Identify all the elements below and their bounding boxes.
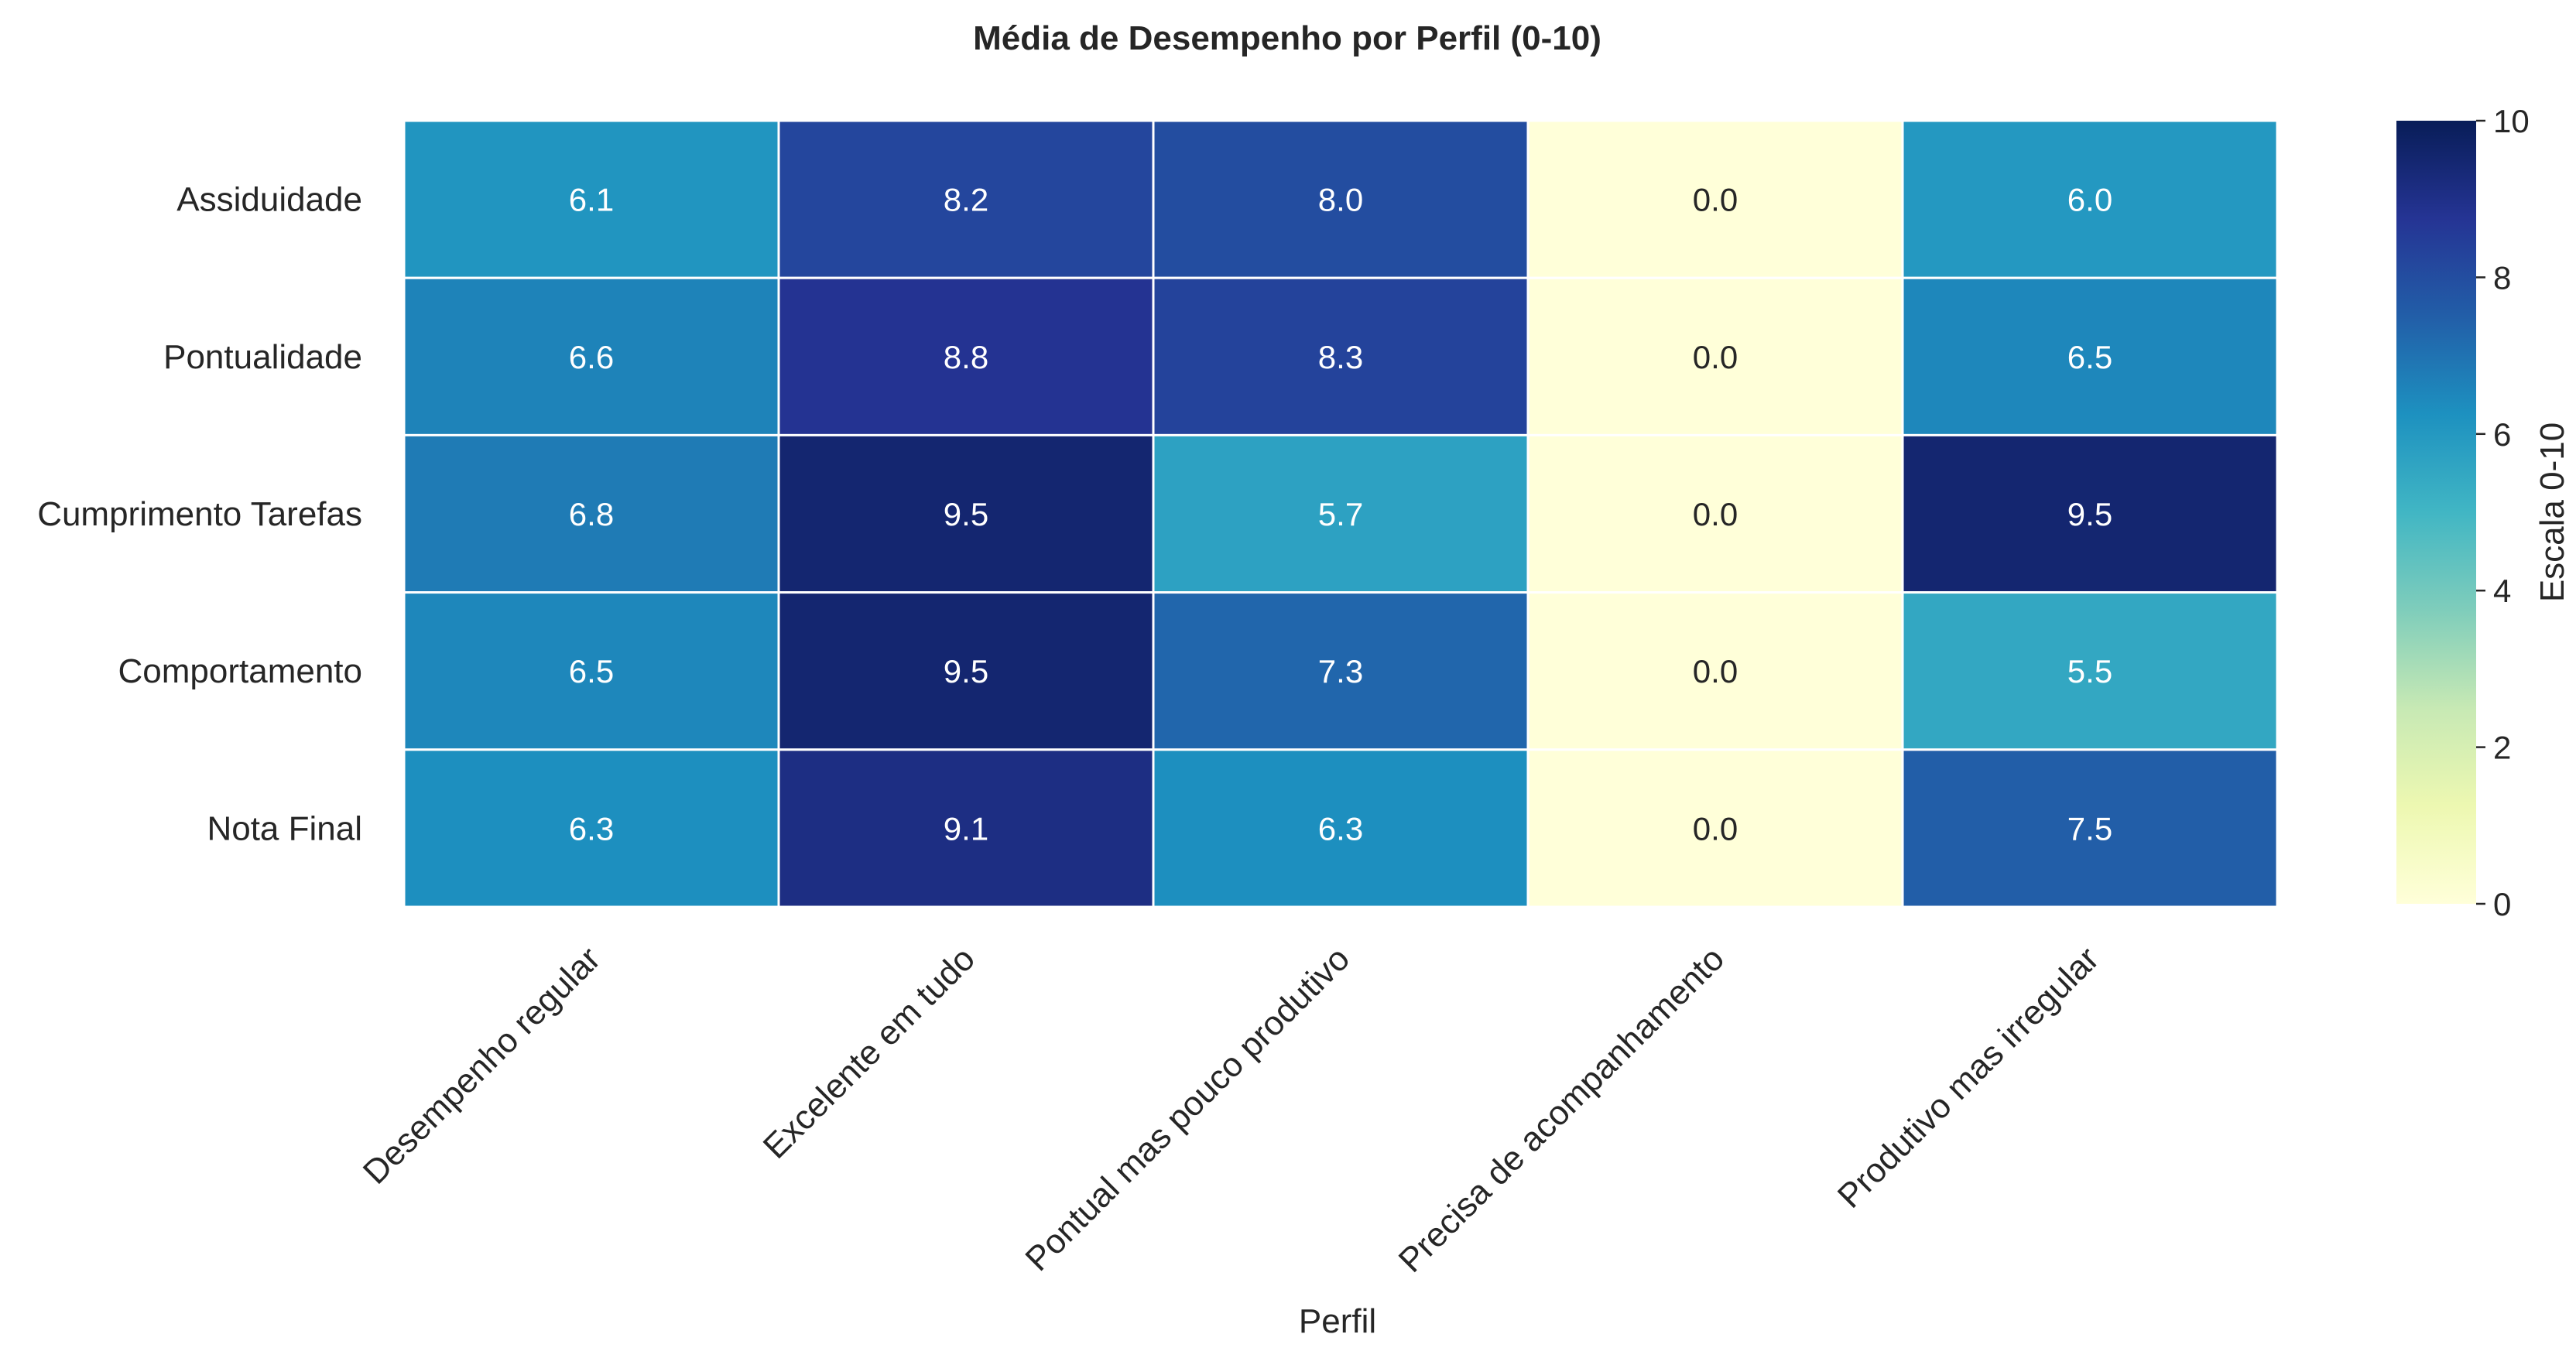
heatmap-cell: [1901, 433, 2279, 594]
colorbar-tick-label: 2: [2493, 730, 2511, 766]
x-tick-labels: Desempenho regular Excelente em tudo Pontu…: [356, 939, 2106, 1279]
x-tick-label: Excelente em tudo: [756, 939, 982, 1165]
heatmap-cell: [1901, 748, 2279, 908]
heatmap-cell: [402, 276, 780, 436]
colorbar-label: Escala 0-10: [2533, 422, 2571, 602]
heatmap-cell: [402, 119, 780, 279]
heatmap-cell: [402, 748, 780, 908]
heatmap-cell: [402, 591, 780, 751]
heatmap-cell: [1526, 119, 1904, 279]
x-tick-label: Pontual mas pouco produtivo: [1018, 939, 1357, 1278]
heatmap-cell: [777, 119, 1155, 279]
cell-value-label: 9.5: [944, 653, 988, 689]
cell-value-label: 0.0: [1693, 653, 1738, 689]
heatmap-cell: [1152, 119, 1530, 279]
heatmap-cell: [1526, 433, 1904, 594]
cell-value-label: 0.0: [1693, 496, 1738, 532]
y-tick-label: Assiduidade: [176, 181, 362, 219]
heatmap-cell: [1152, 591, 1530, 751]
cell-value-label: 6.0: [2067, 182, 2112, 218]
chart-title: Média de Desempenho por Perfil (0-10): [973, 19, 1601, 57]
colorbar: [2396, 121, 2476, 904]
x-tick-label: Produtivo mas irregular: [1831, 939, 2106, 1215]
y-tick-label: Cumprimento Tarefas: [37, 495, 362, 533]
heatmap-cell: [1152, 748, 1530, 908]
x-tick-label: Desempenho regular: [356, 939, 608, 1191]
cell-value-label: 8.0: [1318, 182, 1363, 218]
cell-value-label: 8.3: [1318, 339, 1363, 375]
heatmap-cell: [1152, 276, 1530, 436]
colorbar-tick-label: 6: [2493, 416, 2511, 453]
y-tick-label: Comportamento: [118, 652, 362, 690]
cell-value-label: 6.3: [569, 810, 614, 847]
cell-value-label: 5.7: [1318, 496, 1363, 532]
cell-value-label: 6.5: [2067, 339, 2112, 375]
cell-value-label: 6.8: [569, 496, 614, 532]
heatmap-cell: [1152, 433, 1530, 594]
cell-value-label: 8.2: [944, 182, 988, 218]
cell-value-label: 9.5: [2067, 496, 2112, 532]
heatmap-cell: [1526, 591, 1904, 751]
heatmap-cell: [777, 748, 1155, 908]
colorbar-tick-label: 0: [2493, 886, 2511, 922]
heatmap-cells: 6.1 8.2 8.0 0.0 6.0 6.6 8.8 8.3 0.0 6.5 6.8 9.5 5.7 0…: [402, 119, 2279, 908]
heatmap-cell: [1901, 276, 2279, 436]
colorbar-tick-label: 4: [2493, 573, 2511, 609]
heatmap-cell: [777, 433, 1155, 594]
heatmap-cell: [777, 591, 1155, 751]
cell-value-label: 6.1: [569, 182, 614, 218]
colorbar-ticks: 0 2 4 6 8 10: [2476, 103, 2530, 922]
colorbar-tick-label: 8: [2493, 259, 2511, 296]
heatmap-cell: [1901, 119, 2279, 279]
y-tick-labels: Assiduidade Pontualidade Cumprimento Taref…: [37, 181, 362, 848]
cell-value-label: 6.6: [569, 339, 614, 375]
cell-value-label: 9.1: [944, 810, 988, 847]
cell-value-label: 0.0: [1693, 339, 1738, 375]
y-tick-label: Pontualidade: [163, 338, 362, 376]
y-tick-label: Nota Final: [207, 809, 362, 847]
cell-value-label: 8.8: [944, 339, 988, 375]
colorbar-tick-label: 10: [2493, 103, 2530, 139]
cell-value-label: 0.0: [1693, 810, 1738, 847]
x-tick-label: Precisa de acompanhamento: [1392, 939, 1732, 1279]
cell-value-label: 7.5: [2067, 810, 2112, 847]
cell-value-label: 7.3: [1318, 653, 1363, 689]
cell-value-label: 0.0: [1693, 182, 1738, 218]
cell-value-label: 5.5: [2067, 653, 2112, 689]
heatmap-cell: [1901, 591, 2279, 751]
cell-value-label: 9.5: [944, 496, 988, 532]
cell-value-label: 6.5: [569, 653, 614, 689]
x-axis-label: Perfil: [1299, 1302, 1376, 1340]
cell-value-label: 6.3: [1318, 810, 1363, 847]
